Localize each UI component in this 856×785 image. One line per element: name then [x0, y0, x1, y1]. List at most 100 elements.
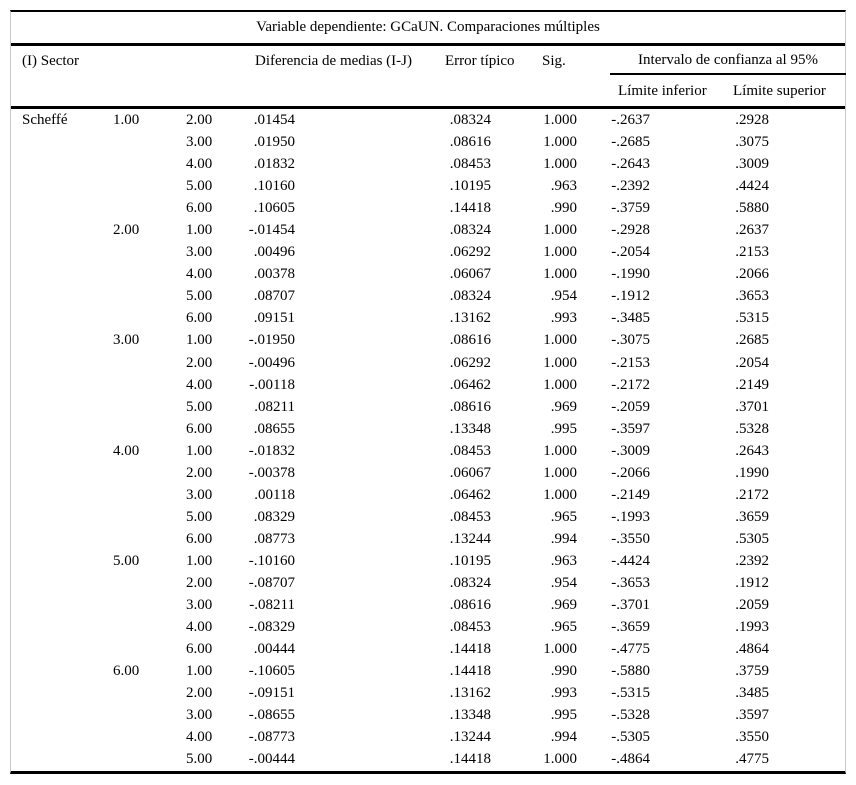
- cell-std-error: .14418: [449, 663, 491, 680]
- cell-std-error: .13348: [449, 707, 491, 724]
- cell-sector-j: 1.00: [186, 332, 213, 349]
- cell-mean-diff: .01950: [253, 134, 295, 151]
- cell-ci-lower: -.1912: [611, 288, 650, 305]
- cell-sig: 1.000: [543, 486, 577, 503]
- cell-sector-j: 1.00: [186, 442, 213, 459]
- cell-ci-lower: -.2643: [611, 156, 650, 173]
- cell-mean-diff: .00378: [253, 266, 295, 283]
- cell-ci-upper: .3659: [735, 508, 769, 525]
- cell-ci-upper: .2637: [735, 222, 769, 239]
- cell-sector-i: 5.00: [113, 552, 140, 569]
- cell-mean-diff: .08707: [253, 288, 295, 305]
- cell-sector-j: 4.00: [186, 729, 213, 746]
- cell-ci-upper: .5880: [735, 200, 769, 217]
- cell-ci-lower: -.3009: [611, 442, 650, 459]
- cell-sig: 1.000: [543, 156, 577, 173]
- cell-mean-diff: -.10160: [248, 552, 295, 569]
- table-header: (I) Sector Diferencia de medias (I-J) Er…: [11, 46, 846, 109]
- cell-sig: .994: [550, 729, 577, 746]
- cell-std-error: .06067: [449, 464, 491, 481]
- cell-mean-diff: .00496: [253, 244, 295, 261]
- table-row: 2.00 -.08707 .08324 .954 -.3653 .1912: [11, 572, 845, 594]
- table-row: 4.00 1.00 -.01832 .08453 1.000 -.3009 .2643: [11, 440, 845, 462]
- table-row: 6.00 1.00 -.10605 .14418 .990 -.5880 .3759: [11, 660, 845, 682]
- cell-sector-j: 5.00: [186, 288, 213, 305]
- cell-ci-upper: .1912: [735, 574, 769, 591]
- table-row: 5.00 .08329 .08453 .965 -.1993 .3659: [11, 506, 845, 528]
- cell-sig: 1.000: [543, 134, 577, 151]
- cell-sector-j: 1.00: [186, 663, 213, 680]
- cell-sector-i: 1.00: [113, 112, 140, 128]
- cell-sector-j: 3.00: [186, 707, 213, 724]
- cell-ci-upper: .2172: [735, 486, 769, 503]
- cell-ci-upper: .2066: [735, 266, 769, 283]
- table-row: 3.00 .00496 .06292 1.000 -.2054 .2153: [11, 241, 845, 263]
- cell-sig: .954: [550, 288, 577, 305]
- cell-sig: 1.000: [543, 354, 577, 371]
- cell-sig: .993: [550, 310, 577, 327]
- cell-ci-upper: .2928: [735, 112, 769, 128]
- cell-sector-j: 2.00: [186, 574, 213, 591]
- table-row: 6.00 .08773 .13244 .994 -.3550 .5305: [11, 528, 845, 550]
- cell-mean-diff: .01454: [253, 112, 295, 128]
- cell-std-error: .06067: [449, 266, 491, 283]
- table-row: 6.00 .00444 .14418 1.000 -.4775 .4864: [11, 638, 845, 660]
- cell-sector-j: 2.00: [186, 354, 213, 371]
- cell-ci-upper: .1990: [735, 464, 769, 481]
- cell-sig: 1.000: [543, 222, 577, 239]
- cell-sig: 1.000: [543, 751, 577, 768]
- cell-ci-upper: .4775: [735, 751, 769, 768]
- table-body: Scheffé 1.00 2.00 .01454 .08324 1.000 -.2637 .2…: [11, 109, 845, 770]
- cell-sig: .969: [550, 597, 577, 614]
- cell-mean-diff: -.00496: [248, 354, 295, 371]
- cell-mean-diff: -.08211: [249, 597, 295, 614]
- table-row: 5.00 -.00444 .14418 1.000 -.4864 .4775: [11, 748, 845, 770]
- table-row: 5.00 .08707 .08324 .954 -.1912 .3653: [11, 285, 845, 307]
- cell-ci-upper: .4424: [735, 178, 769, 195]
- cell-std-error: .13244: [449, 530, 491, 547]
- cell-mean-diff: .08655: [253, 420, 295, 437]
- cell-sig: .993: [550, 685, 577, 702]
- table-row: 5.00 .10160 .10195 .963 -.2392 .4424: [11, 175, 845, 197]
- column-header-ci-upper: Límite superior: [733, 83, 826, 99]
- column-header-sig: Sig.: [542, 53, 566, 69]
- cell-ci-upper: .3701: [735, 398, 769, 415]
- cell-sector-i: 2.00: [113, 222, 140, 239]
- cell-std-error: .08324: [449, 574, 491, 591]
- table-row: Scheffé 1.00 2.00 .01454 .08324 1.000 -.2637 .2…: [11, 109, 845, 131]
- cell-sector-j: 3.00: [186, 597, 213, 614]
- cell-sig: 1.000: [543, 376, 577, 393]
- cell-std-error: .08616: [449, 597, 491, 614]
- cell-sig: .990: [550, 663, 577, 680]
- cell-std-error: .06292: [449, 354, 491, 371]
- cell-ci-upper: .3653: [735, 288, 769, 305]
- cell-sig: 1.000: [543, 266, 577, 283]
- cell-mean-diff: -.09151: [248, 685, 295, 702]
- cell-ci-lower: -.4424: [611, 552, 650, 569]
- cell-ci-lower: -.5880: [611, 663, 650, 680]
- column-header-sector: (I) Sector: [22, 53, 80, 69]
- cell-sig: 1.000: [543, 641, 577, 658]
- cell-ci-lower: -.5305: [611, 729, 650, 746]
- cell-sig: 1.000: [543, 332, 577, 349]
- cell-std-error: .10195: [449, 178, 491, 195]
- cell-sector-j: 3.00: [186, 134, 213, 151]
- table-row: 6.00 .09151 .13162 .993 -.3485 .5315: [11, 307, 845, 329]
- table-row: 6.00 .08655 .13348 .995 -.3597 .5328: [11, 418, 845, 440]
- cell-sig: .965: [550, 508, 577, 525]
- cell-sector-i: 3.00: [113, 332, 140, 349]
- cell-ci-upper: .2643: [735, 442, 769, 459]
- cell-ci-lower: -.2153: [611, 354, 650, 371]
- multiple-comparisons-table: Variable dependiente: GCaUN. Comparacion…: [10, 10, 846, 774]
- cell-sector-j: 2.00: [186, 685, 213, 702]
- cell-sector-j: 5.00: [186, 508, 213, 525]
- table-row: 5.00 .08211 .08616 .969 -.2059 .3701: [11, 396, 845, 418]
- cell-ci-lower: -.4775: [611, 641, 650, 658]
- cell-sector-j: 6.00: [186, 420, 213, 437]
- cell-ci-lower: -.2059: [611, 398, 650, 415]
- cell-ci-upper: .5305: [735, 530, 769, 547]
- cell-sector-j: 4.00: [186, 619, 213, 636]
- cell-ci-lower: -.3701: [611, 597, 650, 614]
- cell-ci-upper: .3485: [735, 685, 769, 702]
- cell-std-error: .13348: [449, 420, 491, 437]
